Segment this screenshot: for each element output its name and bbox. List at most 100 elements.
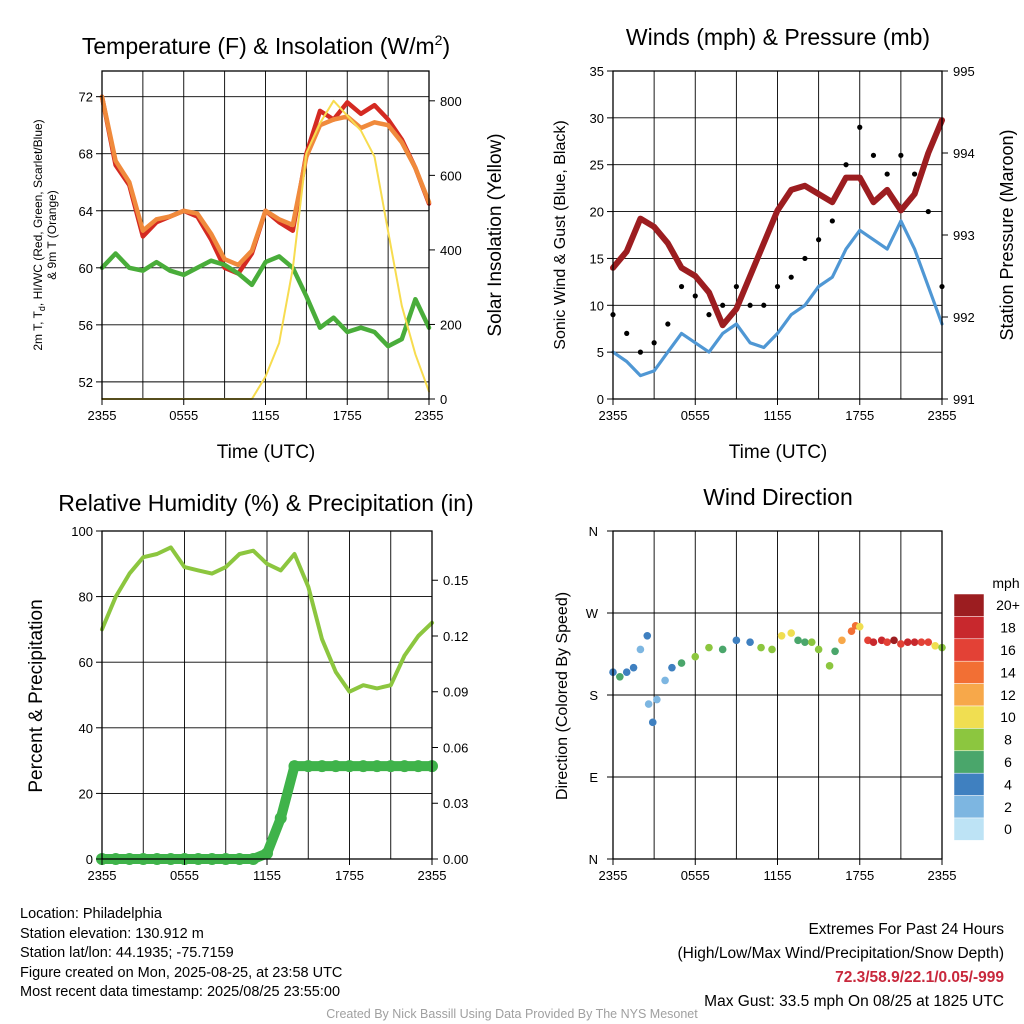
x-tick-label: 1155 [252, 408, 280, 423]
direction-point [629, 663, 638, 672]
humidity-y-axis-label: Percent & Precipitation [26, 599, 47, 792]
station-info: Location: Philadelphia Station elevation… [20, 905, 342, 1003]
legend-label: 6 [1004, 754, 1012, 770]
y2-tick-label: 800 [440, 94, 462, 109]
x-tick-label: 1155 [764, 408, 792, 423]
gust-point [665, 321, 671, 327]
x-tick-label: 0555 [681, 868, 710, 883]
legend-label: 18 [1000, 620, 1016, 636]
legend-swatch [953, 705, 985, 729]
direction-point [644, 700, 653, 708]
legend-label: 10 [1000, 709, 1016, 725]
direction-point [847, 627, 856, 636]
direction-point [924, 638, 933, 646]
gust-point [678, 283, 685, 290]
gust-point [761, 302, 767, 308]
temperature-y-axis-label-line1: 2m T, Td, HI/WC (Red, Green, Scarlet/Blu… [31, 119, 47, 350]
insolation-y-ticks: 0 200 400 600 800 [429, 94, 462, 407]
humidity-title: Relative Humidity (%) & Precipitation (i… [58, 490, 473, 516]
direction-point [855, 622, 864, 631]
direction-point [668, 663, 676, 672]
direction-point [807, 638, 816, 646]
gust-point [829, 218, 835, 224]
temperature-y-ticks: 52 56 60 64 68 72 [79, 90, 102, 390]
legend-swatch [953, 616, 985, 640]
y2-tick-label: 0.00 [443, 852, 468, 867]
y2-tick-label: 0 [440, 392, 447, 407]
direction-y-ticks: N E S W N [586, 524, 613, 867]
x-tick-label: 2355 [88, 868, 117, 883]
y2-tick-label: 0.12 [443, 629, 468, 644]
legend-label: 14 [1000, 664, 1016, 680]
y-tick-label: E [589, 770, 598, 785]
station-elevation: Station elevation: 130.912 m [20, 925, 204, 942]
temperature-x-ticks: 2355 0555 1155 1755 2355 [88, 399, 443, 423]
winds-panel: Winds (mph) & Pressure (mb) 0 5 10 15 20 25 30… [552, 24, 1017, 463]
x-tick-label: 2355 [599, 408, 628, 423]
y-tick-label: 80 [79, 590, 93, 605]
x-tick-label: 1155 [253, 868, 281, 883]
x-tick-label: 1755 [333, 408, 362, 423]
x-tick-label: 1755 [845, 868, 874, 883]
direction-point [616, 672, 624, 681]
temperature-y-axis-label-line2: & 9m T (Orange) [45, 190, 59, 280]
x-tick-label: 2355 [928, 868, 957, 883]
direction-point [732, 636, 741, 645]
legend-swatch [953, 638, 985, 662]
direction-point [910, 638, 919, 646]
legend-swatch [953, 750, 985, 774]
direction-title: Wind Direction [703, 484, 853, 510]
recent-timestamp: Most recent data timestamp: 2025/08/25 2… [20, 984, 341, 1001]
station-location: Location: Philadelphia [20, 906, 162, 922]
y2-tick-label: 991 [953, 392, 975, 407]
legend-swatch [953, 593, 985, 617]
y-tick-label: 15 [590, 251, 604, 266]
temperature-title: Temperature (F) & Insolation (W/m2) [82, 32, 450, 59]
y2-tick-label: 995 [953, 64, 975, 79]
direction-point [917, 638, 926, 646]
y-tick-label: N [589, 524, 598, 539]
y-tick-label: W [586, 606, 599, 621]
direction-point [903, 638, 912, 646]
direction-point [777, 631, 786, 640]
series-line-rh [100, 545, 434, 694]
legend-swatch [953, 772, 985, 796]
winds-series [610, 117, 945, 378]
legend-swatch [953, 660, 985, 684]
y-tick-label: 30 [590, 111, 604, 126]
pressure-y-axis-label: Station Pressure (Maroon) [997, 129, 1017, 340]
legend-swatch [953, 795, 985, 819]
y2-tick-label: 0.03 [443, 796, 468, 811]
direction-point [794, 636, 802, 645]
direction-point [883, 638, 891, 646]
x-tick-label: 2355 [418, 868, 447, 883]
gust-point [898, 152, 904, 158]
gust-point [870, 152, 877, 158]
direction-point [814, 645, 823, 654]
y2-tick-label: 992 [953, 310, 975, 325]
gust-point [911, 171, 918, 177]
direction-point [831, 647, 839, 656]
direction-point [643, 631, 652, 640]
gust-point [884, 171, 890, 177]
x-tick-label: 1755 [335, 868, 364, 883]
legend-swatch [953, 817, 985, 841]
x-tick-label: 0555 [170, 868, 199, 883]
figure-created: Figure created on Mon, 2025-08-25, at 23… [20, 964, 343, 981]
legend-label: 0 [1004, 821, 1012, 837]
y-tick-label: 10 [590, 298, 604, 313]
insolation-y-axis-label: Solar Insolation (Yellow) [485, 133, 506, 336]
gust-point [720, 302, 726, 308]
y-tick-label: 35 [590, 64, 604, 79]
gust-point [816, 237, 822, 243]
y-tick-label: N [589, 852, 598, 867]
direction-x-ticks: 2355 0555 1155 1755 2355 [599, 859, 957, 883]
credit-line: Created By Nick Bassill Using Data Provi… [326, 1007, 698, 1021]
y2-tick-label: 0.09 [443, 685, 468, 700]
direction-point [825, 662, 834, 670]
y-tick-label: 5 [597, 345, 604, 360]
humidity-x-ticks: 2355 0555 1155 1755 2355 [88, 859, 447, 883]
direction-point [746, 638, 754, 646]
humidity-panel: Relative Humidity (%) & Precipitation (i… [26, 490, 474, 883]
